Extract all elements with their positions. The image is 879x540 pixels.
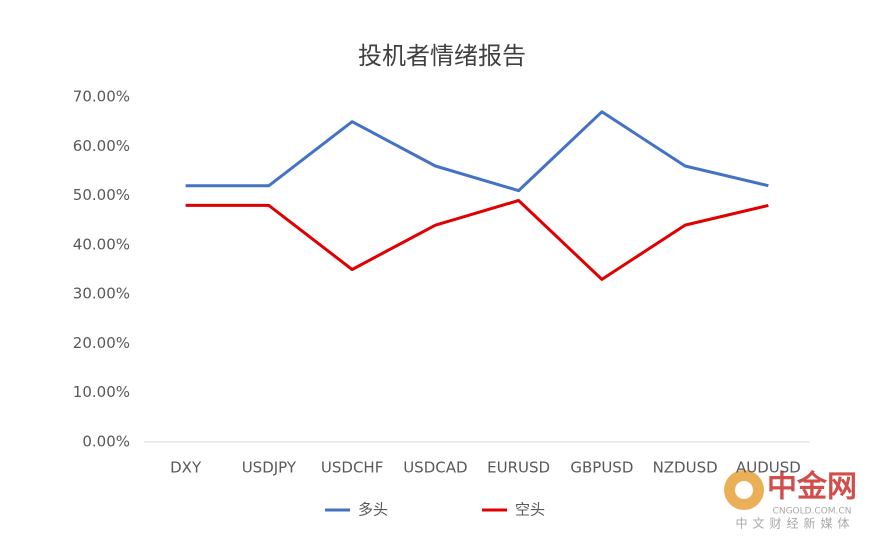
x-tick-label: USDCAD bbox=[403, 459, 467, 477]
legend-label: 空头 bbox=[515, 501, 545, 519]
x-tick-label: USDJPY bbox=[242, 459, 297, 477]
watermark-logo bbox=[735, 481, 753, 499]
y-tick-label: 70.00% bbox=[73, 88, 130, 106]
x-tick-label: NZDUSD bbox=[653, 459, 718, 477]
y-tick-label: 10.00% bbox=[73, 383, 130, 401]
x-tick-label: AUDUSD bbox=[736, 459, 801, 477]
watermark-domain: CNGOLD.COM.CN bbox=[773, 507, 852, 517]
y-tick-label: 20.00% bbox=[73, 334, 130, 352]
y-tick-label: 50.00% bbox=[73, 186, 130, 204]
x-tick-label: GBPUSD bbox=[570, 459, 633, 477]
x-tick-label: EURUSD bbox=[487, 459, 550, 477]
y-tick-label: 30.00% bbox=[73, 285, 130, 303]
chart-title: 投机者情绪报告 bbox=[358, 42, 526, 70]
legend-label: 多头 bbox=[358, 501, 388, 519]
x-tick-label: USDCHF bbox=[321, 459, 383, 477]
watermark: 中金网 CNGOLD.COM.CN 中文财经新媒体 bbox=[724, 470, 857, 531]
y-tick-label: 40.00% bbox=[73, 235, 130, 253]
watermark-slogan: 中文财经新媒体 bbox=[735, 516, 854, 531]
watermark-name: 中金网 bbox=[767, 470, 857, 505]
y-tick-label: 0.00% bbox=[82, 433, 130, 451]
x-tick-label: DXY bbox=[170, 459, 202, 477]
series-line bbox=[185, 110, 769, 193]
y-tick-label: 60.00% bbox=[73, 137, 130, 155]
series-line bbox=[185, 199, 769, 281]
